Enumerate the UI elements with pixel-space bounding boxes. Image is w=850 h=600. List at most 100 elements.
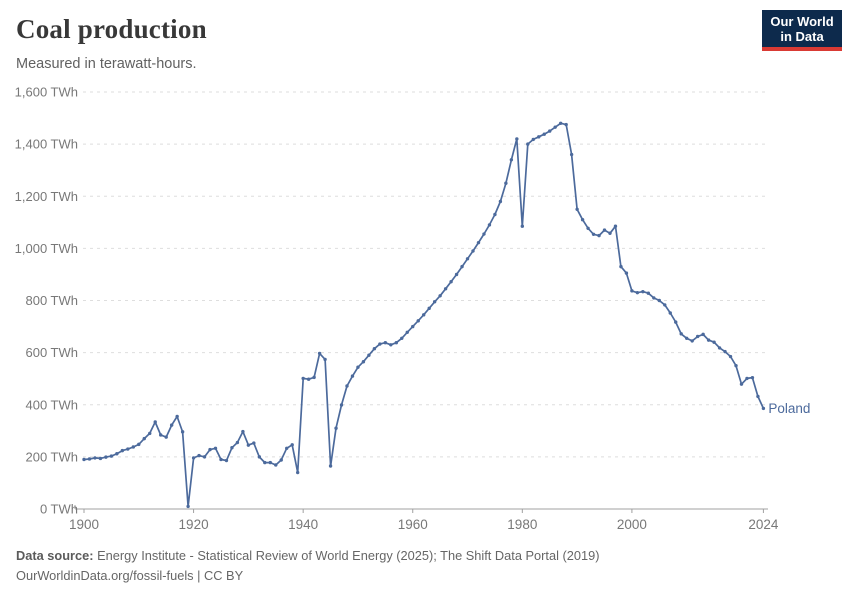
data-point-1984 — [542, 132, 546, 136]
data-point-1968 — [454, 272, 459, 277]
data-point-1922 — [202, 455, 207, 459]
data-point-1982 — [531, 137, 535, 142]
data-point-2011 — [690, 339, 694, 343]
data-point-1981 — [526, 142, 530, 146]
data-point-1951 — [361, 360, 366, 364]
data-point-1925 — [219, 457, 223, 462]
data-point-1948 — [345, 384, 349, 388]
data-point-1924 — [213, 446, 218, 450]
chart-footer: Data source: Energy Institute - Statisti… — [16, 546, 796, 586]
data-point-1959 — [405, 330, 409, 334]
data-point-2002 — [641, 289, 645, 294]
data-point-1997 — [613, 224, 618, 228]
data-point-1994 — [597, 233, 601, 238]
data-point-2018 — [728, 354, 733, 359]
data-point-1932 — [257, 455, 262, 459]
data-point-2000 — [630, 289, 634, 293]
data-point-1976 — [498, 199, 503, 204]
data-point-2001 — [635, 290, 640, 295]
data-point-1914 — [159, 433, 163, 437]
x-tick-label-1900: 1900 — [69, 517, 99, 532]
data-point-1953 — [372, 347, 377, 351]
data-point-1988 — [564, 122, 568, 127]
data-point-2005 — [657, 298, 661, 303]
owid-logo-line2: in Data — [780, 29, 824, 44]
x-tick-label-1960: 1960 — [398, 517, 428, 532]
data-point-1931 — [252, 441, 256, 445]
x-tick-label-1980: 1980 — [507, 517, 537, 532]
data-point-1987 — [558, 121, 563, 125]
data-point-1966 — [443, 287, 448, 291]
data-point-1933 — [263, 460, 267, 465]
data-point-1973 — [482, 232, 486, 236]
data-point-1921 — [197, 453, 201, 458]
data-point-1969 — [460, 264, 464, 269]
data-point-2024 — [761, 406, 766, 411]
data-point-1960 — [411, 324, 415, 329]
data-source-label: Data source: — [16, 548, 94, 563]
line-chart: 0 TWh 200 TWh 400 TWh 600 TWh 800 TWh 1,000 T… — [15, 85, 811, 533]
data-point-1961 — [416, 319, 420, 323]
data-point-1910 — [137, 442, 141, 447]
data-point-1943 — [317, 351, 322, 356]
data-point-1972 — [476, 240, 481, 245]
data-point-1911 — [142, 436, 146, 441]
data-point-1980 — [520, 224, 525, 228]
data-point-1989 — [569, 152, 574, 157]
data-source-text: Energy Institute - Statistical Review of… — [93, 548, 600, 563]
x-tick-label-2024: 2024 — [748, 517, 779, 532]
data-point-1901 — [87, 457, 92, 461]
data-point-1949 — [350, 374, 355, 378]
data-point-1964 — [432, 300, 437, 304]
data-point-2006 — [663, 303, 667, 307]
data-point-1913 — [153, 420, 157, 424]
data-point-1986 — [553, 125, 557, 129]
data-point-2020 — [739, 382, 744, 386]
y-tick-label-0: 0 TWh — [40, 502, 78, 517]
data-point-1918 — [180, 430, 185, 434]
y-tick-label-1200: 1,200 TWh — [15, 189, 78, 204]
license-link[interactable]: OurWorldinData.org/fossil-fuels | CC BY — [16, 568, 244, 583]
data-point-1956 — [389, 343, 393, 347]
data-point-2017 — [723, 349, 727, 354]
data-point-1967 — [449, 280, 453, 284]
data-point-1937 — [285, 446, 289, 450]
data-point-1970 — [465, 257, 470, 261]
owid-logo[interactable]: Our World in Data — [762, 10, 842, 51]
data-point-1944 — [323, 357, 327, 362]
data-point-2003 — [646, 291, 651, 295]
data-point-1992 — [586, 226, 590, 231]
data-point-2008 — [674, 320, 678, 324]
data-point-1903 — [98, 456, 103, 461]
data-point-1990 — [575, 207, 579, 211]
data-point-2015 — [712, 340, 716, 344]
data-point-1975 — [493, 212, 497, 217]
data-source-line: Data source: Energy Institute - Statisti… — [16, 546, 796, 566]
data-point-1927 — [230, 446, 234, 450]
data-point-2023 — [756, 394, 760, 399]
data-point-1954 — [378, 342, 382, 346]
data-point-1940 — [301, 376, 305, 381]
data-point-1998 — [619, 264, 623, 269]
data-point-2009 — [679, 332, 683, 336]
x-tick-label-1920: 1920 — [179, 517, 209, 532]
data-point-1947 — [339, 403, 344, 407]
data-point-1978 — [509, 158, 514, 162]
page-title: Coal production — [16, 14, 207, 44]
data-point-1935 — [274, 463, 278, 467]
data-point-1904 — [104, 455, 108, 459]
y-tick-label-400: 400 TWh — [25, 397, 78, 412]
data-point-1920 — [191, 456, 196, 460]
chart-subtitle: Measured in terawatt-hours. — [16, 56, 197, 72]
data-point-1908 — [126, 447, 130, 451]
data-point-1979 — [515, 137, 519, 141]
data-point-2021 — [745, 376, 749, 381]
data-point-1991 — [580, 218, 585, 222]
data-point-1995 — [602, 228, 607, 232]
data-point-1974 — [487, 223, 492, 227]
data-point-1945 — [328, 464, 333, 468]
data-point-1902 — [93, 456, 97, 460]
data-point-1957 — [394, 341, 399, 345]
series-label-poland[interactable]: Poland — [768, 401, 810, 416]
